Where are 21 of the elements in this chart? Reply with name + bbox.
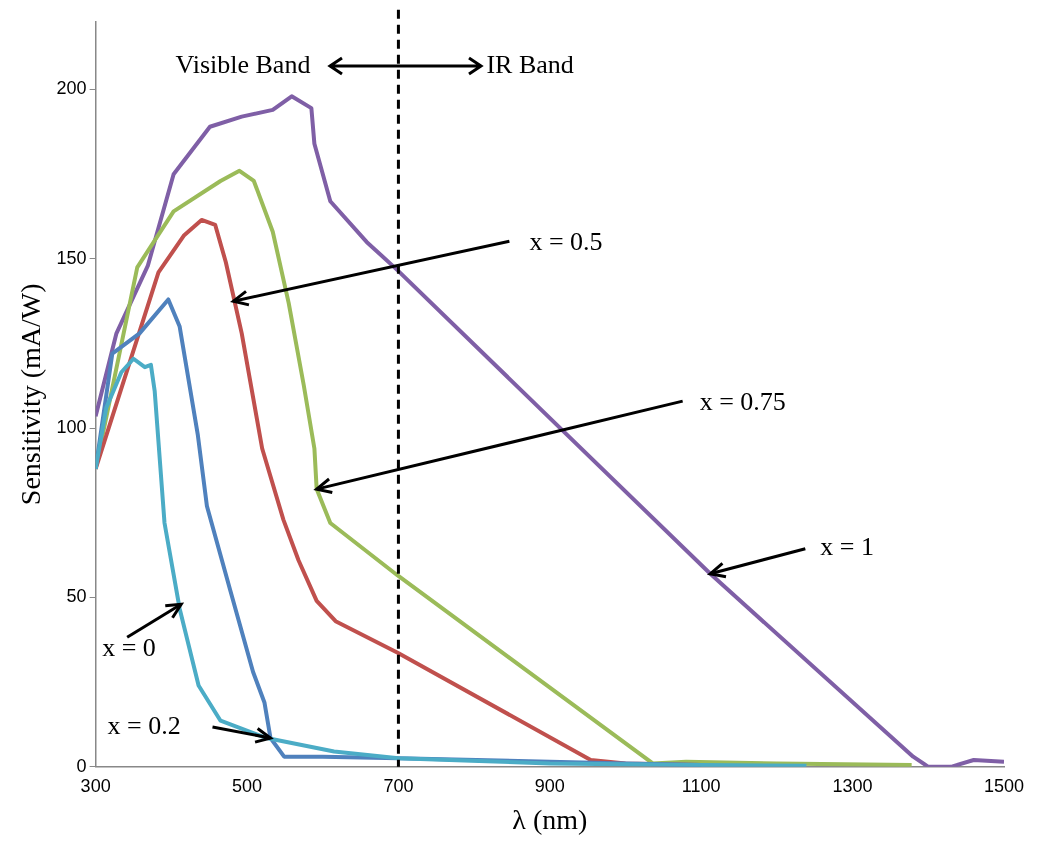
- y-axis-title: Sensitivity (mA/W): [15, 283, 47, 506]
- x-tick-label: 300: [80, 775, 111, 796]
- annotation: x = 0.5: [529, 227, 603, 256]
- x-axis-title: λ (nm): [512, 803, 588, 835]
- y-tick-label: 50: [66, 586, 87, 607]
- x-tick-label: 1300: [832, 775, 873, 796]
- annotation: x = 1: [820, 531, 874, 561]
- y-tick-label: 0: [76, 755, 87, 776]
- y-tick-label: 150: [56, 247, 87, 268]
- x-tick-label: 1500: [983, 775, 1025, 796]
- annotation: IR Band: [486, 49, 574, 79]
- x-tick-label: 500: [232, 775, 263, 796]
- y-tick-label: 200: [56, 78, 87, 99]
- x-tick-label: 1100: [681, 775, 721, 796]
- annotation: x = 0: [102, 633, 156, 663]
- annotation: Visible Band: [175, 49, 311, 79]
- x-tick-label: 900: [534, 775, 565, 796]
- annotation: x = 0.2: [107, 710, 181, 740]
- x-tick-label: 700: [383, 775, 414, 796]
- y-tick-label: 100: [56, 417, 87, 438]
- annotation: x = 0.75: [699, 386, 786, 416]
